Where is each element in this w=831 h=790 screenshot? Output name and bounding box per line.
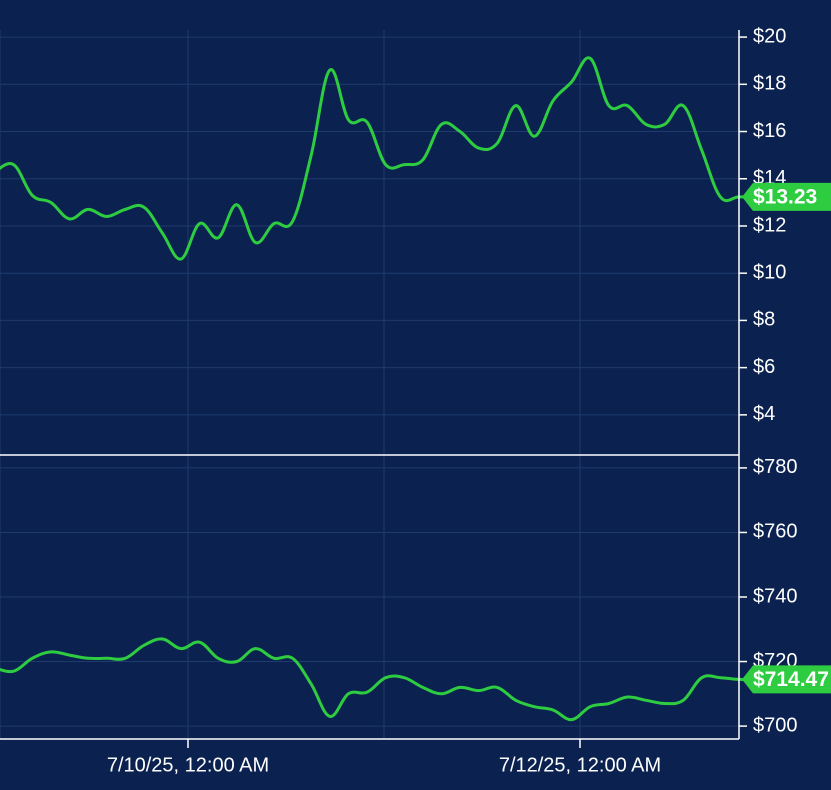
lower-y-tick-label: $760 — [753, 521, 798, 543]
x-tick-label: 7/12/25, 12:00 AM — [499, 754, 661, 776]
upper-y-tick-label: $20 — [753, 25, 786, 47]
upper-panel-grid — [0, 30, 739, 455]
upper-y-tick-label: $6 — [753, 356, 775, 378]
upper-y-tick-label: $10 — [753, 261, 786, 283]
lower-y-tick-label: $700 — [753, 714, 798, 736]
lower-last-price-label: $714.47 — [753, 668, 829, 691]
upper-last-price-label: $13.23 — [753, 185, 817, 208]
upper-y-tick-label: $8 — [753, 309, 775, 331]
lower-y-tick-label: $740 — [753, 585, 798, 607]
upper-y-tick-label: $16 — [753, 120, 786, 142]
x-tick-label: 7/10/25, 12:00 AM — [107, 754, 269, 776]
upper-y-tick-label: $4 — [753, 403, 775, 425]
upper-y-tick-label: $18 — [753, 73, 786, 95]
lower-y-tick-label: $780 — [753, 456, 798, 478]
upper-price-line — [0, 56, 762, 261]
lower-panel-grid — [0, 455, 739, 739]
x-axis: 7/10/25, 12:00 AM 7/12/25, 12:00 AM — [107, 739, 661, 776]
lower-price-line — [0, 637, 762, 722]
upper-y-tick-label: $12 — [753, 214, 786, 236]
upper-last-price-badge: $13.23 — [742, 182, 831, 211]
lower-last-price-badge: $714.47 — [742, 665, 831, 694]
